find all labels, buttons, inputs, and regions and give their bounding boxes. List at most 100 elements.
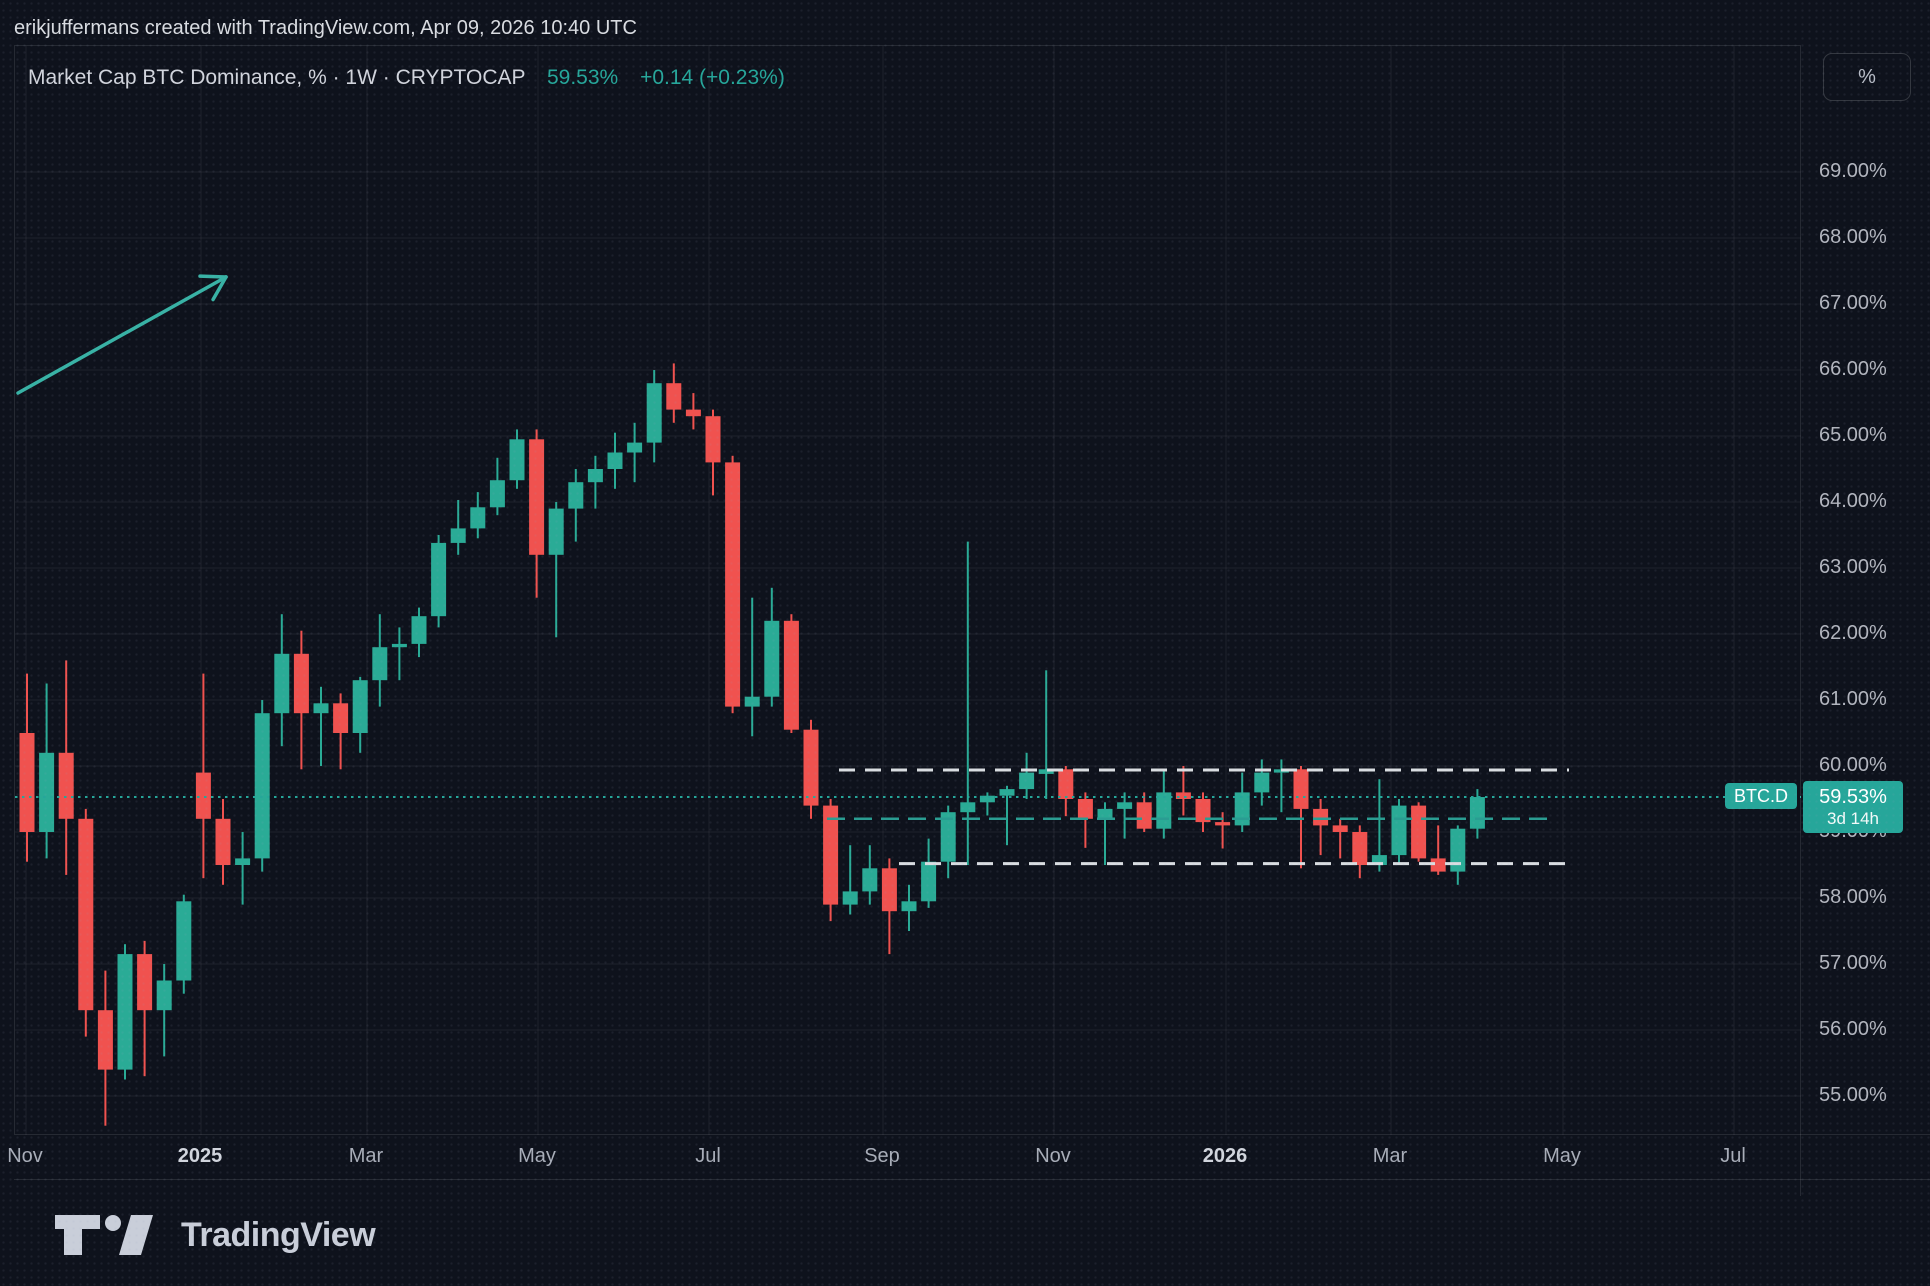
- candle-body: [489, 480, 505, 508]
- price-axis-label: 64.00%: [1819, 490, 1887, 512]
- candle-wick: [241, 832, 244, 905]
- candle-body: [391, 643, 407, 648]
- price-axis-label: 57.00%: [1819, 952, 1887, 974]
- current-price-tag: 59.53% 3d 14h: [1803, 781, 1903, 834]
- price-axis-label: 61.00%: [1819, 688, 1887, 710]
- candle-body: [1411, 805, 1427, 859]
- time-axis-label: 2025: [177, 1145, 223, 1167]
- candle-body: [1077, 799, 1093, 819]
- candle-body: [685, 409, 701, 417]
- price-axis[interactable]: % 69.00% 68.00% 67.00% 66.00% 65.00% 64.00% 63…: [1800, 45, 1930, 1196]
- candle-body: [450, 528, 466, 543]
- candle-body: [1038, 769, 1054, 774]
- candles: [19, 363, 1485, 1126]
- price-axis-label: 67.00%: [1819, 292, 1887, 314]
- price-axis-label: 65.00%: [1819, 424, 1887, 446]
- candle-body: [999, 789, 1015, 796]
- candle-wick: [1319, 799, 1322, 856]
- price-axis-label: 58.00%: [1819, 886, 1887, 908]
- candle-body: [470, 507, 486, 529]
- candle-body: [568, 482, 584, 509]
- candle-body: [411, 616, 427, 644]
- candle-body: [274, 653, 290, 714]
- candle-body: [156, 980, 172, 1011]
- candle-wick: [457, 500, 460, 555]
- candle-body: [58, 752, 74, 819]
- candle-wick: [320, 686, 322, 766]
- candle-body: [176, 901, 192, 981]
- candle-body: [1117, 802, 1133, 809]
- candle-wick: [555, 502, 558, 638]
- candle-body: [1195, 799, 1211, 823]
- candle-body: [1332, 825, 1348, 832]
- candle-body: [607, 452, 623, 469]
- candle-body: [881, 868, 897, 912]
- candle-body: [1058, 769, 1074, 799]
- price-axis-label: 68.00%: [1819, 226, 1887, 248]
- time-axis-label: Sep: [864, 1145, 900, 1167]
- candle-wick: [1378, 779, 1381, 872]
- candle-body: [842, 891, 858, 905]
- candle-body: [352, 680, 368, 733]
- chart-legend[interactable]: Market Cap BTC Dominance, % · 1W · CRYPT…: [28, 66, 785, 90]
- attribution-text: erikjuffermans created with TradingView.…: [14, 17, 637, 39]
- candle-body: [1352, 832, 1368, 865]
- candle-body: [333, 703, 349, 733]
- candle-body: [901, 901, 917, 912]
- price-axis-label: 56.00%: [1819, 1018, 1887, 1040]
- price-axis-label: 55.00%: [1819, 1084, 1887, 1106]
- time-axis-label: Mar: [1372, 1145, 1408, 1167]
- candle-body: [39, 752, 55, 832]
- candle-body: [627, 442, 643, 453]
- candle-body: [215, 818, 231, 865]
- candle-countdown: 3d 14h: [1827, 809, 1879, 829]
- candle-body: [1019, 772, 1035, 790]
- candle-wick: [966, 541, 969, 865]
- symbol-title[interactable]: Market Cap BTC Dominance, % · 1W · CRYPT…: [28, 66, 526, 89]
- candle-wick: [1182, 766, 1185, 816]
- candlestick-chart[interactable]: [15, 46, 1801, 1135]
- price-tag-value: 59.53%: [1819, 786, 1887, 809]
- time-axis-label: Jul: [695, 1145, 721, 1167]
- candle-wick: [986, 792, 989, 816]
- price-axis-label: 66.00%: [1819, 358, 1887, 380]
- trend-arrow[interactable]: [16, 274, 228, 395]
- candle-body: [235, 858, 251, 865]
- candle-body: [117, 954, 133, 1070]
- candle-body: [979, 795, 995, 803]
- candle-body: [705, 416, 721, 463]
- candle-body: [293, 653, 309, 714]
- candle-body: [1450, 828, 1466, 872]
- candle-body: [744, 696, 760, 707]
- candle-body: [1215, 822, 1231, 826]
- candle-body: [529, 439, 545, 555]
- candle-body: [1313, 808, 1329, 826]
- candle-body: [646, 383, 662, 443]
- percent-unit-button[interactable]: %: [1823, 53, 1911, 101]
- candle-body: [1136, 802, 1152, 829]
- time-axis[interactable]: Nov 2025 Mar May Jul Sep Nov 2026 Mar May Jul: [7, 1134, 1930, 1180]
- candle-body: [587, 469, 603, 483]
- annotation-lines[interactable]: [15, 768, 1801, 866]
- candle-body: [509, 439, 525, 481]
- candle-wick: [849, 845, 852, 915]
- time-axis-label: 2026: [1202, 1145, 1248, 1167]
- candle-body: [725, 462, 741, 707]
- symbol-price-badge: BTC.D: [1725, 783, 1797, 810]
- tradingview-logo[interactable]: TradingView: [55, 1214, 376, 1256]
- candle-body: [940, 812, 956, 862]
- candle-wick: [1104, 802, 1106, 865]
- candle-body: [783, 620, 799, 730]
- candle-body: [372, 647, 388, 681]
- time-axis-label: May: [1543, 1145, 1581, 1167]
- candle-body: [1469, 797, 1485, 829]
- time-axis-label: Nov: [1035, 1145, 1071, 1167]
- time-axis-label: Nov: [7, 1145, 43, 1167]
- candle-body: [666, 383, 682, 410]
- chart-plot-area[interactable]: [14, 45, 1801, 1135]
- candle-wick: [751, 597, 754, 737]
- candle-body: [254, 713, 270, 859]
- candle-body: [823, 805, 839, 905]
- candle-body: [1254, 772, 1270, 793]
- tradingview-logo-text: TradingView: [181, 1215, 376, 1254]
